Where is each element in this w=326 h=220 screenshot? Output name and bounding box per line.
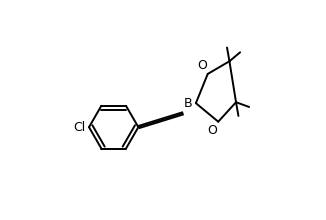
Text: O: O	[207, 124, 217, 137]
Text: B: B	[184, 97, 193, 110]
Text: Cl: Cl	[73, 121, 85, 134]
Text: O: O	[197, 59, 207, 72]
